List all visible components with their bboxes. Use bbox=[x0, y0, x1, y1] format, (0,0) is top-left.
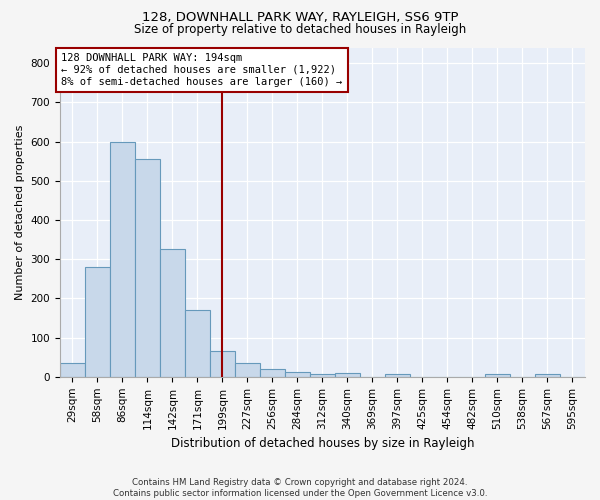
Bar bbox=[335, 373, 360, 377]
Bar bbox=[385, 374, 410, 377]
Bar bbox=[310, 374, 335, 377]
Bar bbox=[485, 374, 510, 377]
Text: 128 DOWNHALL PARK WAY: 194sqm
← 92% of detached houses are smaller (1,922)
8% of: 128 DOWNHALL PARK WAY: 194sqm ← 92% of d… bbox=[61, 54, 343, 86]
Bar bbox=[110, 142, 135, 377]
Bar bbox=[285, 372, 310, 377]
Y-axis label: Number of detached properties: Number of detached properties bbox=[15, 124, 25, 300]
Text: 128, DOWNHALL PARK WAY, RAYLEIGH, SS6 9TP: 128, DOWNHALL PARK WAY, RAYLEIGH, SS6 9T… bbox=[142, 11, 458, 24]
Bar bbox=[210, 352, 235, 377]
Bar bbox=[235, 363, 260, 377]
Bar bbox=[135, 159, 160, 377]
Text: Contains HM Land Registry data © Crown copyright and database right 2024.
Contai: Contains HM Land Registry data © Crown c… bbox=[113, 478, 487, 498]
Bar bbox=[260, 369, 285, 377]
Bar bbox=[535, 374, 560, 377]
Text: Size of property relative to detached houses in Rayleigh: Size of property relative to detached ho… bbox=[134, 22, 466, 36]
Bar bbox=[160, 248, 185, 377]
Bar bbox=[185, 310, 210, 377]
Bar bbox=[60, 363, 85, 377]
Bar bbox=[85, 267, 110, 377]
X-axis label: Distribution of detached houses by size in Rayleigh: Distribution of detached houses by size … bbox=[171, 437, 474, 450]
